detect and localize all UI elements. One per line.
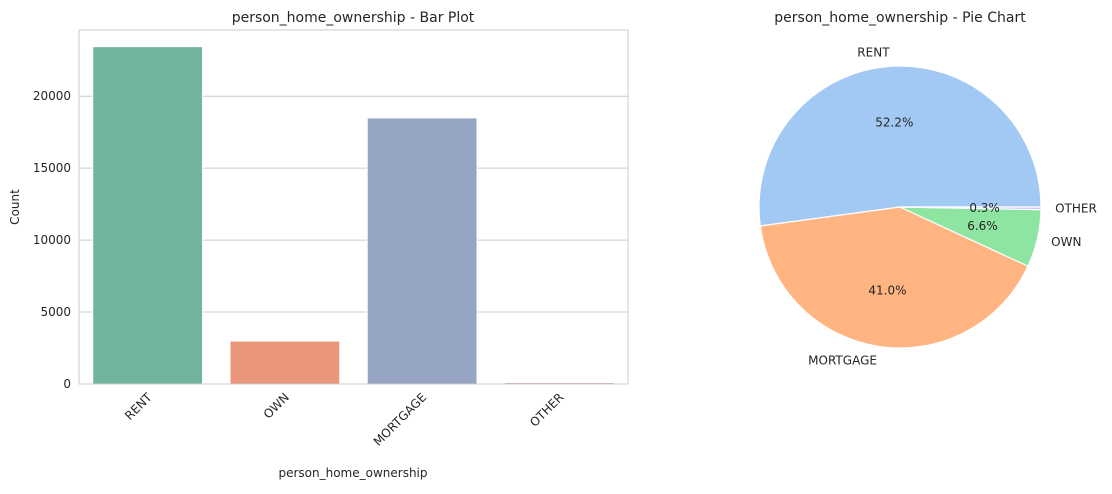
bar-mortgage: [366, 117, 478, 385]
bar-chart-x-tick-label: MORTGAGE: [371, 390, 430, 449]
pie-chart-labels: RENT MORTGAGE OWN OTHER: [808, 45, 1097, 367]
pie-slice-percent: 41.0%: [868, 284, 906, 298]
bar-chart-x-axis-label: person_home_ownership: [278, 466, 427, 480]
pie-slice-label: RENT: [857, 45, 890, 59]
pie-slice-percent: 0.3%: [969, 201, 1000, 215]
pie-chart-panel: person_home_ownership - Pie Chart RENT MO…: [758, 10, 1097, 367]
bar-chart-y-tick-label: 10000: [33, 233, 71, 247]
bar-chart-y-tick-label: 5000: [40, 305, 71, 319]
bar-chart-panel: person_home_ownership - Bar Plot 0 5000 10…: [8, 10, 629, 480]
pie-slice-mortgage: [759, 206, 1029, 349]
bar-chart-y-tick-labels: 0 5000 10000 15000 20000: [33, 89, 71, 391]
pie-slice-label: OWN: [1051, 235, 1081, 249]
bar-chart-x-tick-label: OTHER: [527, 390, 566, 429]
pie-chart-title: person_home_ownership - Pie Chart: [774, 10, 1026, 26]
pie-slice-other: [899, 206, 1042, 211]
bar-chart-y-tick-label: 0: [63, 377, 71, 391]
pie-slice-percent: 52.2%: [875, 116, 913, 130]
bar-chart-y-tick-label: 20000: [33, 89, 71, 103]
bar-chart-axes-frame: [78, 29, 629, 385]
pie-slice-rent: [758, 65, 1042, 227]
bar-chart-x-tick-label: RENT: [122, 390, 155, 423]
bar-chart-y-axis-label: Count: [8, 189, 22, 225]
bar-chart-bars: [92, 46, 615, 385]
pie-slice-label: OTHER: [1055, 201, 1097, 215]
pie-chart-slices: [758, 65, 1042, 349]
pie-chart-percent-labels: 52.2% 41.0% 6.6% 0.3%: [868, 116, 999, 298]
pie-slice-label: MORTGAGE: [808, 353, 877, 367]
bar-chart-y-tick-label: 15000: [33, 161, 71, 175]
bar-chart-x-tick-label: OWN: [261, 390, 292, 421]
bar-chart-title: person_home_ownership - Bar Plot: [232, 10, 475, 26]
bar-rent: [92, 46, 204, 385]
bar-chart-x-tick-labels: RENT OWN MORTGAGE OTHER: [122, 390, 566, 449]
bar-own: [229, 340, 341, 385]
pie-slice-percent: 6.6%: [967, 219, 998, 233]
